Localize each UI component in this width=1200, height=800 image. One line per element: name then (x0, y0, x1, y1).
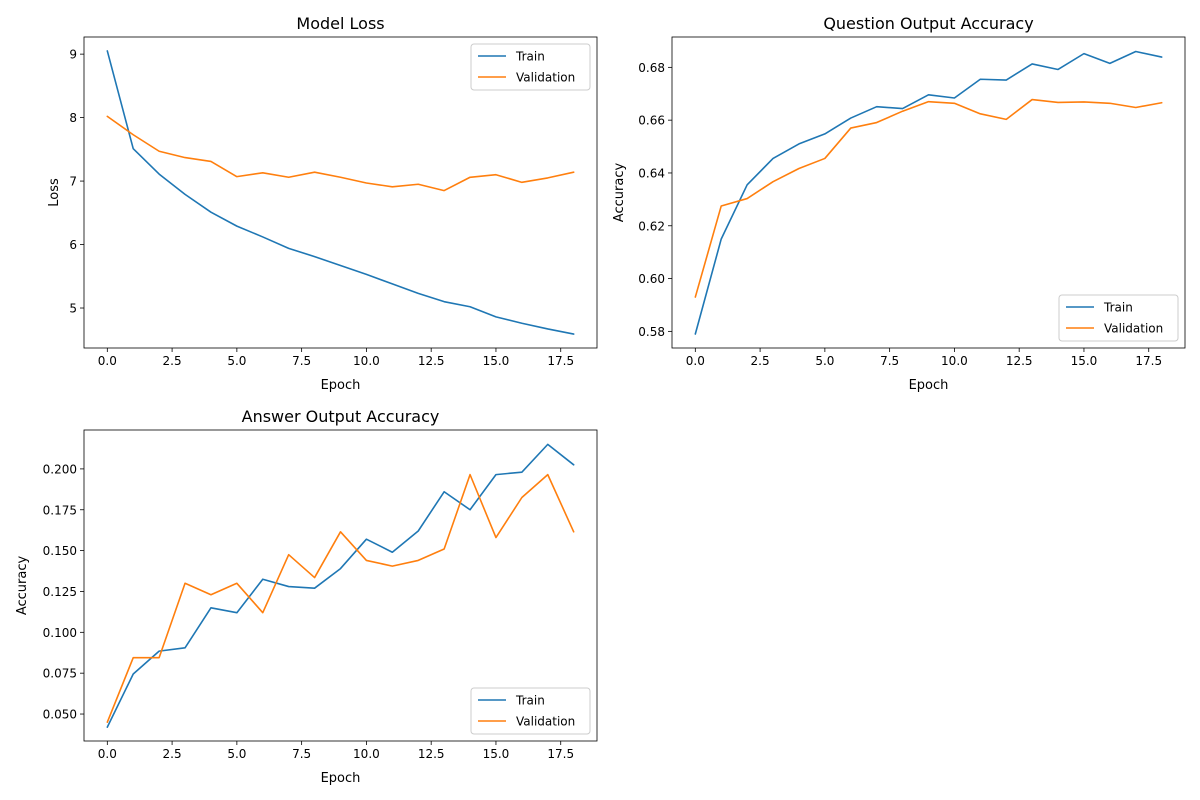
loss-chart: Model Loss Epoch Loss 0.0 2.5 5.0 7.5 10.0 12… (47, 14, 598, 393)
x-axis-label: Epoch (321, 378, 361, 393)
x-axis-label: Epoch (321, 771, 361, 786)
legend-label: Train (515, 50, 545, 64)
y-tick-label: 8 (69, 111, 77, 125)
y-tick-label: 0.62 (638, 219, 665, 233)
y-tick-label: 0.66 (638, 114, 665, 128)
x-tick-label: 17.5 (547, 354, 574, 368)
x-tick-label: 0.0 (98, 747, 117, 761)
x-tick-label: 5.0 (227, 747, 246, 761)
y-tick-label: 0.200 (43, 462, 77, 476)
x-tick-label: 10.0 (941, 354, 968, 368)
legend-label: Validation (1104, 322, 1163, 336)
axes-frame (83, 429, 598, 742)
question-accuracy-chart: Question Output Accuracy Epoch Accuracy … (612, 14, 1186, 393)
series-line-validation (106, 473, 575, 724)
x-tick-label: 17.5 (1135, 354, 1162, 368)
legend-label: Validation (516, 715, 575, 729)
y-tick-label: 0.150 (43, 544, 77, 558)
series-line-validation (694, 98, 1163, 298)
series-line-train (106, 50, 575, 335)
x-tick-label: 5.0 (815, 354, 834, 368)
legend-label: Train (1103, 301, 1133, 315)
legend-label: Train (515, 694, 545, 708)
x-tick-label: 0.0 (686, 354, 705, 368)
y-tick-label: 6 (69, 238, 77, 252)
x-axis-label: Epoch (909, 378, 949, 393)
x-tick-label: 2.5 (163, 747, 182, 761)
axes-frame (671, 36, 1186, 349)
y-tick-label: 0.68 (638, 61, 665, 75)
y-axis-label: Accuracy (15, 556, 30, 616)
x-tick-label: 15.0 (483, 354, 510, 368)
x-tick-label: 15.0 (483, 747, 510, 761)
x-tick-label: 2.5 (163, 354, 182, 368)
legend: Train Validation (1058, 294, 1179, 342)
answer-accuracy-chart: Answer Output Accuracy Epoch Accuracy 0.… (15, 407, 598, 786)
x-tick-label: 0.0 (98, 354, 117, 368)
legend: Train Validation (470, 43, 591, 91)
x-tick-label: 7.5 (880, 354, 899, 368)
y-tick-label: 0.075 (43, 667, 77, 681)
y-tick-label: 0.60 (638, 272, 665, 286)
y-tick-label: 5 (69, 302, 77, 316)
legend-label: Validation (516, 71, 575, 85)
y-axis-label: Accuracy (612, 163, 627, 223)
series-line-validation (106, 115, 575, 192)
x-tick-label: 5.0 (227, 354, 246, 368)
x-tick-label: 12.5 (1006, 354, 1033, 368)
x-tick-label: 12.5 (418, 747, 445, 761)
chart-title: Question Output Accuracy (823, 14, 1033, 33)
x-tick-label: 17.5 (547, 747, 574, 761)
y-tick-label: 0.64 (638, 166, 665, 180)
x-tick-label: 7.5 (292, 747, 311, 761)
y-tick-label: 0.58 (638, 325, 665, 339)
y-tick-label: 0.125 (43, 585, 77, 599)
x-tick-label: 10.0 (353, 747, 380, 761)
x-tick-label: 15.0 (1071, 354, 1098, 368)
y-tick-label: 9 (69, 48, 77, 62)
y-tick-label: 0.175 (43, 503, 77, 517)
y-tick-label: 7 (69, 175, 77, 189)
series-line-train (106, 443, 575, 728)
y-axis-label: Loss (47, 178, 62, 207)
x-tick-label: 7.5 (292, 354, 311, 368)
x-tick-label: 2.5 (751, 354, 770, 368)
x-tick-label: 12.5 (418, 354, 445, 368)
legend: Train Validation (470, 687, 591, 735)
axes-frame (83, 36, 598, 349)
x-tick-label: 10.0 (353, 354, 380, 368)
y-tick-label: 0.050 (43, 708, 77, 722)
chart-title: Model Loss (296, 14, 384, 33)
chart-title: Answer Output Accuracy (242, 407, 440, 426)
y-tick-label: 0.100 (43, 626, 77, 640)
series-line-train (694, 50, 1163, 335)
